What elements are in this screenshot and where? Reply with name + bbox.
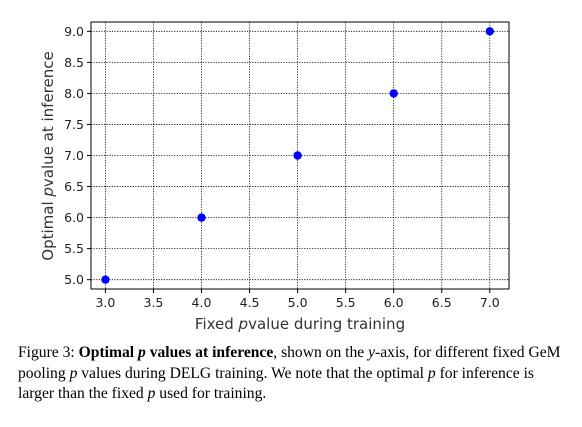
y-tick-label: 5.5 — [64, 241, 84, 256]
x-axis-label: Fixed pvalue during training — [195, 315, 405, 333]
y-tick-label: 5.0 — [64, 272, 84, 287]
y-tick-label: 9.0 — [64, 24, 84, 39]
x-tick-label: 4.5 — [240, 295, 260, 310]
x-tick-label: 3.0 — [95, 295, 115, 310]
grid-lines — [91, 22, 509, 289]
y-tick-label: 8.0 — [64, 86, 84, 101]
x-tick-label: 3.5 — [144, 295, 164, 310]
y-tick-label: 8.5 — [64, 55, 84, 70]
data-point — [101, 275, 110, 284]
data-points — [101, 27, 494, 284]
y-tick-label: 6.5 — [64, 179, 84, 194]
x-tick-label: 6.0 — [384, 295, 404, 310]
x-tick-label: 4.0 — [192, 295, 212, 310]
x-tick-label: 7.0 — [480, 295, 500, 310]
y-axis-label: Optimal pvalue at inference — [39, 51, 57, 260]
x-tick-label: 5.5 — [336, 295, 356, 310]
scatter-chart: 3.0 3.5 4.0 4.5 5.0 5.5 6.0 6.5 7.0 5.0 5.5 6.0 6.5 7… — [39, 21, 510, 333]
axis-ticks: 3.0 3.5 4.0 4.5 5.0 5.5 6.0 6.5 7.0 5.0 5.5 6.0 6.5 7… — [64, 24, 500, 310]
data-point — [293, 151, 302, 160]
data-point — [197, 213, 206, 222]
y-tick-label: 7.0 — [64, 148, 84, 163]
y-tick-label: 7.5 — [64, 117, 84, 132]
x-tick-label: 5.0 — [288, 295, 308, 310]
x-tick-label: 6.5 — [432, 295, 452, 310]
data-point — [389, 89, 398, 98]
data-point — [485, 27, 494, 36]
figure-caption: Figure 3: Optimal p values at inference,… — [18, 344, 561, 402]
y-tick-label: 6.0 — [64, 210, 84, 225]
